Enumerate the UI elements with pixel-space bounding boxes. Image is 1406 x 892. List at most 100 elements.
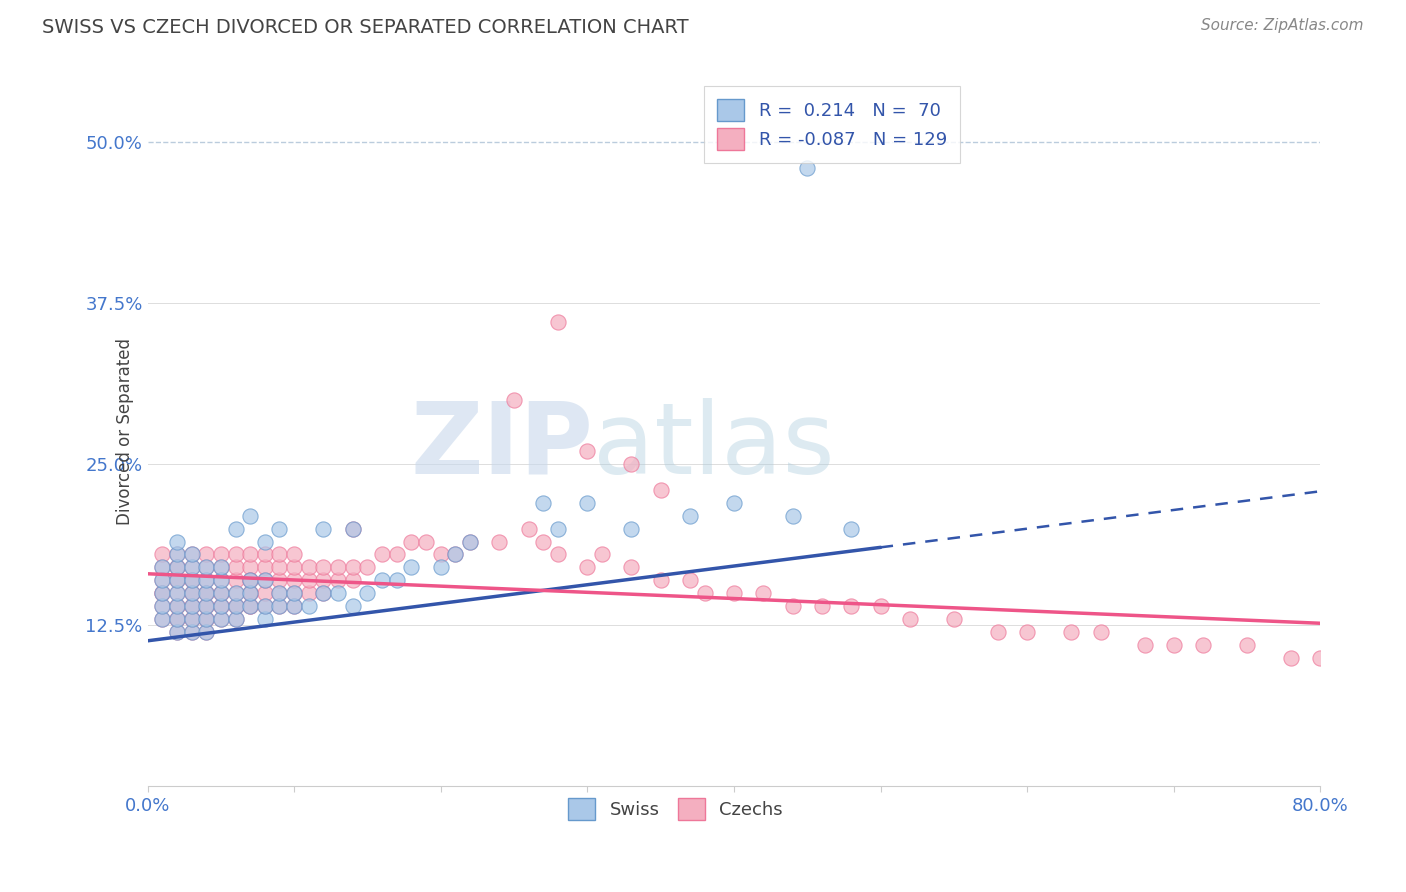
- Point: [150, 560, 173, 574]
- Point: [166, 612, 188, 626]
- Point: [269, 522, 291, 536]
- Point: [180, 560, 202, 574]
- Point: [180, 573, 202, 587]
- Point: [209, 612, 232, 626]
- Point: [166, 548, 188, 562]
- Point: [385, 548, 408, 562]
- Point: [209, 560, 232, 574]
- Point: [239, 586, 262, 600]
- Point: [150, 586, 173, 600]
- Point: [195, 573, 218, 587]
- Point: [576, 560, 599, 574]
- Point: [166, 560, 188, 574]
- Legend: Swiss, Czechs: Swiss, Czechs: [554, 783, 797, 834]
- Point: [356, 560, 378, 574]
- Point: [180, 624, 202, 639]
- Point: [180, 599, 202, 613]
- Point: [224, 599, 246, 613]
- Point: [312, 586, 335, 600]
- Point: [195, 624, 218, 639]
- Point: [839, 599, 862, 613]
- Point: [150, 612, 173, 626]
- Point: [283, 586, 305, 600]
- Point: [239, 599, 262, 613]
- Point: [458, 534, 481, 549]
- Point: [180, 624, 202, 639]
- Point: [166, 612, 188, 626]
- Point: [209, 599, 232, 613]
- Text: Source: ZipAtlas.com: Source: ZipAtlas.com: [1201, 18, 1364, 33]
- Point: [195, 624, 218, 639]
- Point: [195, 612, 218, 626]
- Point: [180, 612, 202, 626]
- Point: [195, 612, 218, 626]
- Point: [166, 573, 188, 587]
- Point: [209, 573, 232, 587]
- Point: [269, 560, 291, 574]
- Point: [531, 534, 554, 549]
- Point: [269, 548, 291, 562]
- Point: [371, 548, 394, 562]
- Point: [342, 560, 364, 574]
- Point: [620, 560, 643, 574]
- Point: [269, 586, 291, 600]
- Point: [195, 560, 218, 574]
- Point: [591, 548, 613, 562]
- Point: [547, 548, 569, 562]
- Point: [342, 522, 364, 536]
- Point: [166, 612, 188, 626]
- Point: [679, 573, 702, 587]
- Point: [239, 573, 262, 587]
- Point: [269, 599, 291, 613]
- Point: [576, 444, 599, 458]
- Point: [987, 624, 1010, 639]
- Point: [1163, 638, 1185, 652]
- Point: [444, 548, 467, 562]
- Point: [239, 599, 262, 613]
- Point: [898, 612, 921, 626]
- Point: [401, 560, 423, 574]
- Point: [180, 573, 202, 587]
- Point: [312, 560, 335, 574]
- Point: [224, 573, 246, 587]
- Point: [547, 315, 569, 329]
- Point: [180, 548, 202, 562]
- Point: [195, 586, 218, 600]
- Point: [342, 599, 364, 613]
- Point: [269, 599, 291, 613]
- Point: [195, 548, 218, 562]
- Point: [283, 560, 305, 574]
- Point: [547, 522, 569, 536]
- Point: [180, 586, 202, 600]
- Point: [239, 508, 262, 523]
- Point: [166, 560, 188, 574]
- Point: [209, 586, 232, 600]
- Point: [1133, 638, 1156, 652]
- Point: [782, 508, 804, 523]
- Point: [693, 586, 716, 600]
- Point: [312, 586, 335, 600]
- Point: [723, 496, 745, 510]
- Point: [166, 560, 188, 574]
- Point: [224, 548, 246, 562]
- Point: [298, 599, 321, 613]
- Point: [180, 573, 202, 587]
- Point: [239, 573, 262, 587]
- Point: [253, 534, 276, 549]
- Point: [752, 586, 775, 600]
- Point: [224, 586, 246, 600]
- Point: [195, 573, 218, 587]
- Point: [180, 586, 202, 600]
- Point: [444, 548, 467, 562]
- Point: [195, 599, 218, 613]
- Point: [150, 599, 173, 613]
- Point: [209, 612, 232, 626]
- Point: [180, 599, 202, 613]
- Point: [166, 534, 188, 549]
- Point: [253, 560, 276, 574]
- Point: [312, 522, 335, 536]
- Point: [224, 522, 246, 536]
- Point: [679, 508, 702, 523]
- Point: [503, 392, 526, 407]
- Point: [253, 599, 276, 613]
